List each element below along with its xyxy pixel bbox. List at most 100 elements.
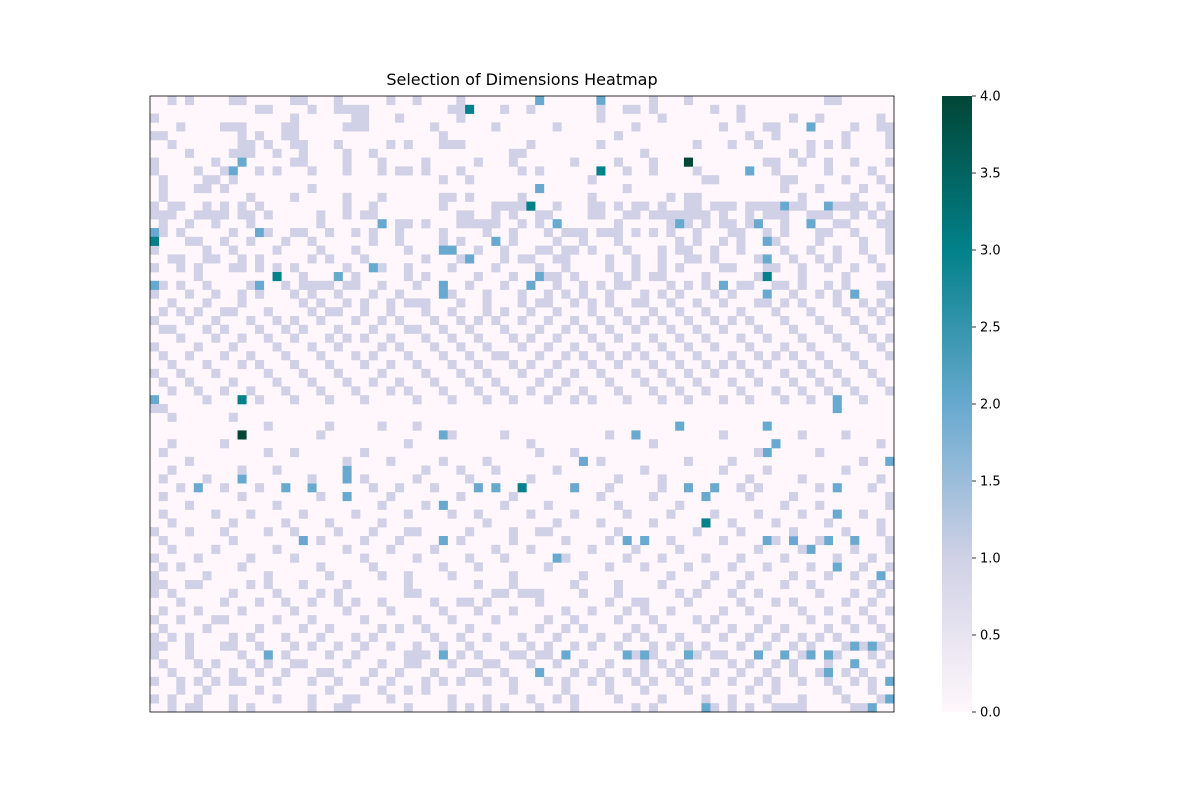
heatmap-cell <box>622 606 632 616</box>
heatmap-cell <box>675 386 685 396</box>
heatmap-cell <box>500 500 510 510</box>
heatmap-cell <box>850 228 860 238</box>
heatmap-cell <box>211 175 221 185</box>
heatmap-cell <box>403 219 413 229</box>
heatmap-cell <box>508 228 518 238</box>
heatmap-cell <box>841 175 851 185</box>
heatmap-cell <box>648 386 658 396</box>
heatmap-cell <box>675 263 685 273</box>
heatmap-cell <box>885 289 895 299</box>
heatmap-cell <box>202 210 212 220</box>
heatmap-cell <box>237 131 247 141</box>
heatmap-cell <box>473 650 483 660</box>
heatmap-cell <box>850 703 860 713</box>
heatmap-cell <box>403 588 413 598</box>
heatmap-cell <box>500 386 510 396</box>
heatmap-cell <box>876 342 886 352</box>
heatmap-cell <box>246 280 256 290</box>
heatmap-cell <box>263 448 273 458</box>
heatmap-cell <box>806 368 816 378</box>
heatmap-cell <box>753 219 763 229</box>
heatmap-cell <box>255 483 265 493</box>
heatmap-cell <box>876 377 886 387</box>
heatmap-cell <box>605 483 615 493</box>
heatmap-cell <box>255 280 265 290</box>
heatmap-cell <box>613 236 623 246</box>
heatmap-cell <box>403 571 413 581</box>
heatmap-cell <box>150 404 160 414</box>
heatmap-cell <box>736 483 746 493</box>
heatmap-cell <box>193 580 203 590</box>
heatmap-cell <box>605 324 615 334</box>
heatmap-cell <box>701 272 711 282</box>
heatmap-cell <box>508 571 518 581</box>
heatmap-cell <box>272 272 282 282</box>
heatmap-cell <box>246 192 256 202</box>
heatmap-cell <box>762 254 772 264</box>
heatmap-cell <box>745 280 755 290</box>
heatmap-cell <box>771 166 781 176</box>
heatmap-cell <box>298 624 308 634</box>
heatmap-cell <box>867 307 877 317</box>
heatmap-cell <box>342 263 352 273</box>
heatmap-cell <box>412 650 422 660</box>
heatmap-cell <box>570 668 580 678</box>
heatmap-cell <box>675 544 685 554</box>
heatmap-cell <box>675 500 685 510</box>
heatmap-cell <box>885 632 895 642</box>
heatmap-cell <box>281 668 291 678</box>
heatmap-cell <box>710 483 720 493</box>
heatmap-cell <box>823 536 834 546</box>
heatmap-cell <box>150 228 160 238</box>
heatmap-cell <box>438 650 448 660</box>
heatmap-cell <box>421 676 431 686</box>
heatmap-cell <box>771 236 781 246</box>
heatmap-cell <box>806 562 816 572</box>
heatmap-cell <box>867 166 877 176</box>
heatmap-cell <box>815 668 825 678</box>
heatmap-cell <box>745 131 755 141</box>
heatmap-cell <box>307 307 317 317</box>
heatmap-cell <box>185 316 195 326</box>
heatmap-cell <box>631 122 641 132</box>
heatmap-cell <box>386 544 396 554</box>
heatmap-cell <box>806 395 816 405</box>
heatmap-cell <box>272 342 282 352</box>
heatmap-cell <box>325 228 335 238</box>
heatmap-cell <box>535 272 545 282</box>
heatmap-cell <box>185 580 195 590</box>
heatmap-cell <box>473 483 483 493</box>
heatmap-cell <box>298 659 308 669</box>
heatmap-cell <box>193 307 203 317</box>
heatmap-cell <box>876 474 886 484</box>
heatmap-cell <box>290 360 300 370</box>
heatmap-cell <box>736 245 746 255</box>
heatmap-cell <box>797 201 807 211</box>
heatmap-cell <box>342 703 352 713</box>
heatmap-cell <box>745 492 755 502</box>
heatmap-cell <box>736 307 746 317</box>
heatmap-cell <box>325 571 335 581</box>
heatmap-cell <box>788 668 799 678</box>
heatmap-cell <box>281 597 291 607</box>
heatmap-cell <box>762 298 772 308</box>
heatmap-cell <box>718 122 728 132</box>
heatmap-cell <box>570 342 580 352</box>
heatmap-cell <box>193 483 203 493</box>
heatmap-cell <box>788 113 799 123</box>
heatmap-cell <box>456 316 466 326</box>
heatmap-cell <box>360 474 370 484</box>
heatmap-cell <box>342 474 352 484</box>
heatmap-cell <box>351 597 361 607</box>
heatmap-cell <box>701 307 711 317</box>
heatmap-cell <box>613 386 623 396</box>
heatmap-cell <box>885 184 895 194</box>
heatmap-cell <box>465 377 475 387</box>
heatmap-cell <box>613 527 623 537</box>
heatmap-cell <box>692 228 702 238</box>
heatmap-cell <box>745 210 755 220</box>
heatmap-cell <box>657 659 667 669</box>
heatmap-cell <box>395 236 405 246</box>
heatmap-cell <box>202 201 212 211</box>
heatmap-cell <box>762 536 772 546</box>
